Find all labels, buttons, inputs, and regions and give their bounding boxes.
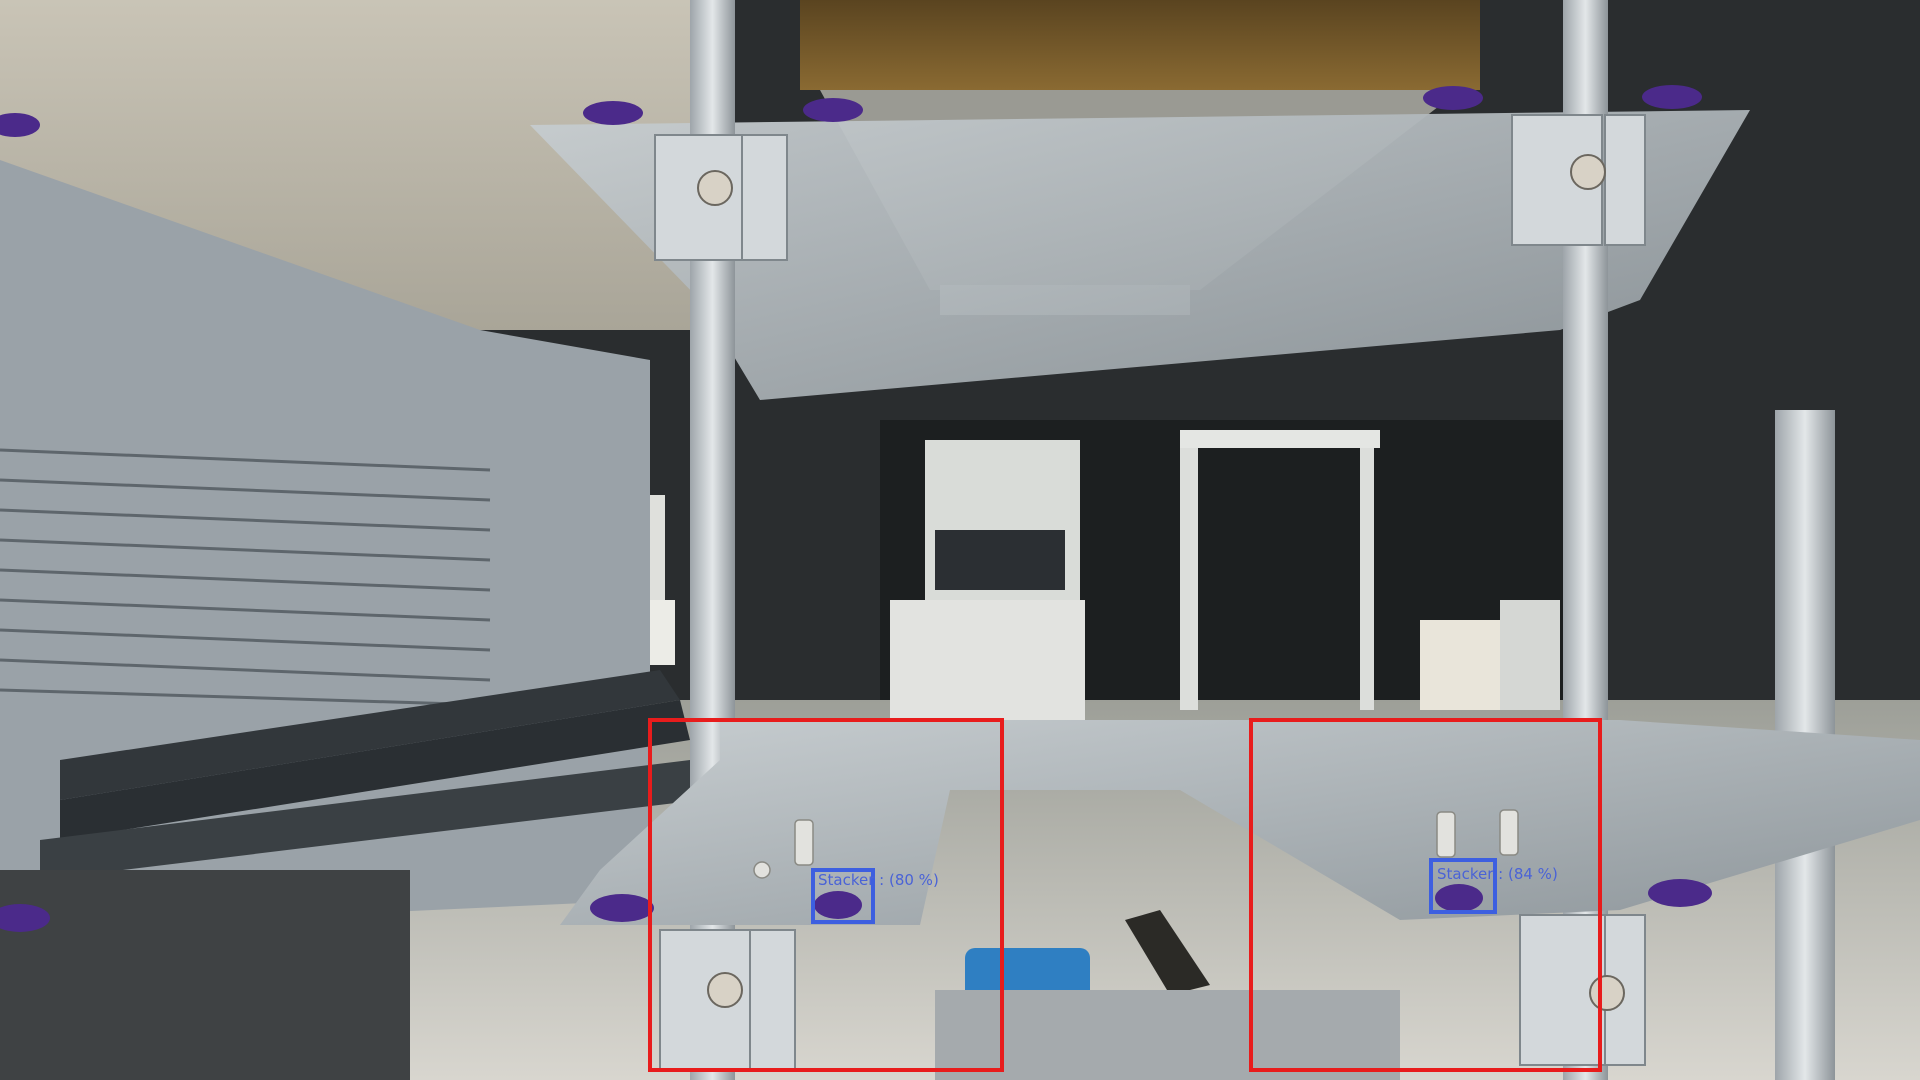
background-frame-right [1180, 430, 1560, 710]
purple-feet [0, 85, 1712, 932]
background-machine-center [890, 440, 1085, 720]
roi-box-left [648, 718, 1004, 1072]
profile-block-top-left [654, 134, 788, 261]
yellow-cable-ramp [1125, 910, 1210, 995]
roi-box-right [1249, 718, 1602, 1072]
detection-label-right: Stacker : (84 %) [1437, 865, 1558, 883]
profile-block-bottom-right [1519, 914, 1646, 1066]
profile-block-bottom-left [659, 929, 796, 1071]
bottom-grey-box [935, 990, 1400, 1080]
left-tray-stack [0, 160, 700, 930]
top-plate [530, 110, 1750, 400]
detection-label-left: Stacker : (80 %) [818, 871, 939, 889]
middle-plate [560, 720, 1920, 925]
detection-box-right [1429, 858, 1497, 914]
pins [753, 809, 1519, 879]
detection-box-left [811, 868, 875, 924]
left-dark-box [0, 870, 410, 1080]
